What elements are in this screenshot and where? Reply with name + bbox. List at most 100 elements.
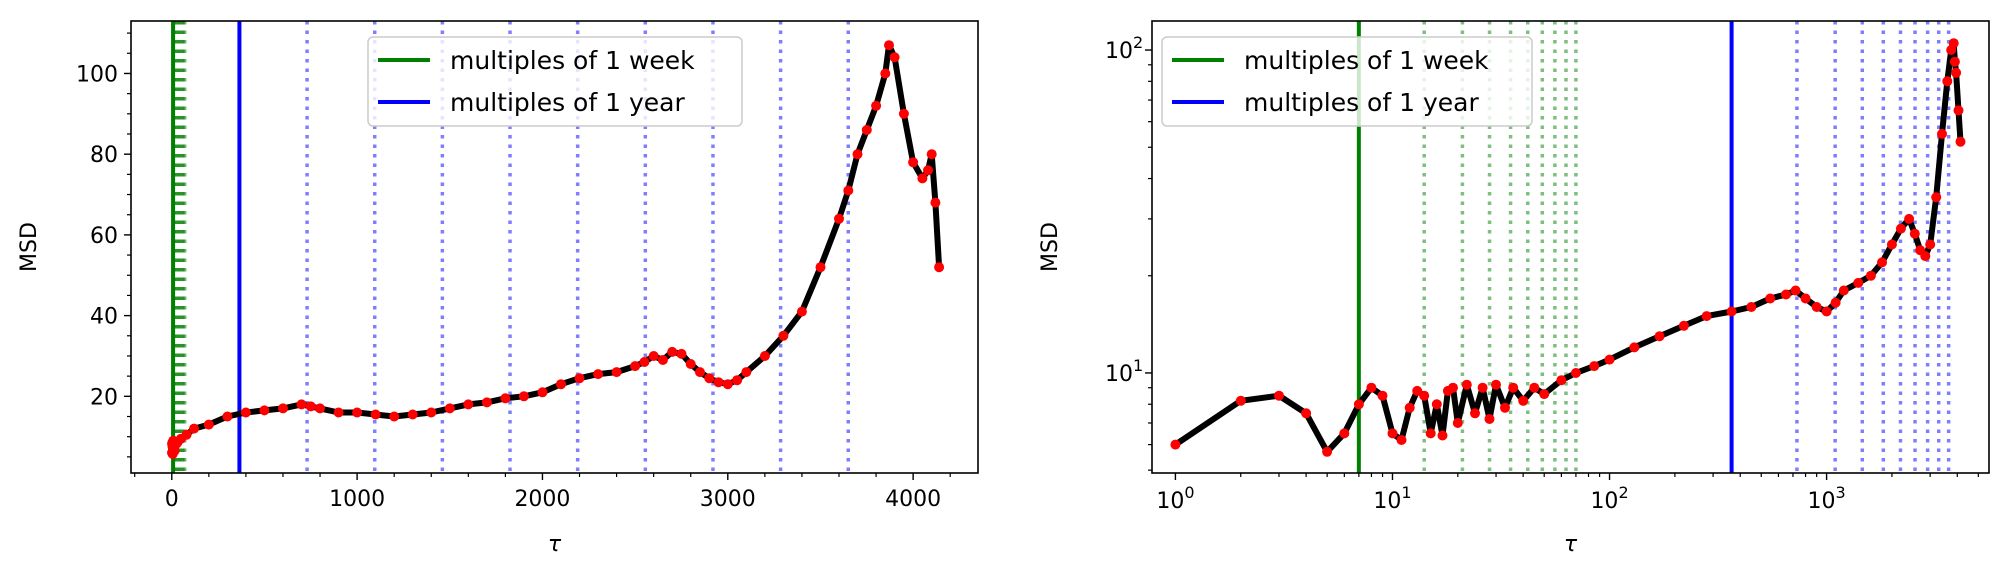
tick-base: 10 — [1373, 489, 1401, 514]
msd-point — [796, 306, 807, 317]
msd-point — [1339, 428, 1350, 439]
x-tick-label: 2000 — [514, 487, 570, 512]
msd-point — [556, 379, 566, 390]
msd-point — [1790, 285, 1801, 296]
msd-point — [1589, 361, 1600, 372]
legend-label: multiples of 1 year — [1244, 88, 1479, 117]
msd-point — [611, 367, 622, 378]
msd-point — [370, 409, 381, 420]
x-tick-label: 100 — [1156, 483, 1194, 514]
msd-point — [1425, 428, 1436, 439]
x-tick-label: 3000 — [700, 487, 756, 512]
msd-point — [1949, 56, 1960, 67]
legend-label: multiples of 1 year — [450, 88, 685, 117]
msd-point — [1500, 402, 1510, 413]
msd-point — [1931, 192, 1942, 203]
msd-point — [861, 125, 872, 135]
msd-point — [1419, 390, 1430, 401]
msd-point — [778, 330, 789, 341]
y-axis-label: MSD — [1038, 222, 1063, 272]
msd-point — [1948, 38, 1959, 49]
y-tick-label: 80 — [90, 143, 118, 168]
msd-point — [1726, 306, 1737, 317]
msd-point — [759, 351, 770, 361]
tick-exponent: 2 — [1618, 483, 1628, 502]
tick-exponent: 3 — [1836, 483, 1846, 502]
tick-base: 10 — [1105, 362, 1133, 387]
msd-point — [1765, 293, 1776, 304]
msd-point — [1701, 311, 1712, 322]
msd-point — [1937, 128, 1947, 139]
msd-point — [1604, 354, 1615, 365]
msd-point — [315, 403, 325, 414]
legend: multiples of 1 week multiples of 1 year — [1161, 36, 1533, 127]
msd-point — [1877, 257, 1887, 268]
x-tick-label: 103 — [1808, 483, 1846, 514]
x-tick-label: 1000 — [329, 487, 385, 512]
tick-exponent: 1 — [1401, 483, 1411, 502]
msd-point — [426, 407, 437, 418]
y-tick-label: 101 — [1105, 356, 1143, 387]
msd-point — [676, 348, 687, 359]
msd-point — [1800, 293, 1811, 304]
msd-point — [1556, 375, 1567, 386]
msd-point — [917, 173, 928, 184]
legend-frame — [1161, 36, 1533, 127]
tick-exponent: 2 — [1133, 33, 1143, 52]
msd-point — [1539, 389, 1550, 400]
msd-point — [1518, 395, 1529, 406]
msd-point — [657, 355, 668, 365]
msd-point — [1412, 385, 1423, 396]
msd-point — [259, 405, 270, 416]
y-axis-label: MSD — [17, 222, 42, 272]
axes-frame — [130, 20, 979, 474]
y-tick-label: 60 — [90, 224, 118, 249]
msd-point — [305, 401, 316, 412]
x-tick-label: 0 — [165, 487, 179, 512]
msd-point — [1235, 395, 1246, 406]
msd-point — [1678, 320, 1689, 331]
msd-point — [1904, 213, 1915, 224]
y-tick-label: 100 — [76, 62, 118, 87]
msd-point — [1437, 430, 1448, 441]
msd-point — [1170, 439, 1181, 450]
msd-point — [1853, 277, 1864, 288]
msd-point — [1274, 390, 1284, 401]
msd-point — [648, 351, 659, 361]
msd-point — [1477, 382, 1488, 393]
msd-point — [593, 369, 604, 380]
msd-point — [926, 149, 937, 160]
msd-point — [1396, 435, 1407, 445]
msd-point — [189, 423, 199, 434]
msd-point — [1570, 368, 1581, 378]
msd-point — [884, 40, 894, 51]
msd-point — [741, 367, 752, 378]
plot-area — [1170, 21, 1966, 473]
msd-point — [1920, 251, 1931, 262]
x-axis-label: τ — [1564, 532, 1578, 557]
msd-point — [518, 391, 529, 402]
legend-label: multiples of 1 week — [450, 46, 695, 75]
tick-exponent: 0 — [1184, 483, 1194, 502]
msd-point — [1484, 414, 1495, 424]
msd-point — [240, 407, 251, 418]
msd-point — [1909, 228, 1920, 239]
y-tick-label: 102 — [1105, 33, 1143, 64]
tick-exponent: 1 — [1133, 356, 1143, 375]
msd-point — [574, 373, 585, 384]
msd-point — [203, 419, 214, 430]
msd-point — [630, 361, 641, 372]
x-tick-label: 4000 — [885, 487, 941, 512]
msd-point — [407, 409, 418, 420]
msd-point — [463, 399, 474, 410]
msd-point — [181, 429, 192, 440]
msd-point — [1925, 239, 1936, 250]
msd-point — [1461, 379, 1472, 390]
legend: multiples of 1 week multiples of 1 year — [367, 36, 743, 127]
tick-base: 10 — [1808, 489, 1836, 514]
msd-point — [667, 346, 678, 357]
msd-point — [1821, 306, 1832, 317]
msd-point — [1431, 399, 1442, 410]
msd-point — [352, 407, 363, 418]
